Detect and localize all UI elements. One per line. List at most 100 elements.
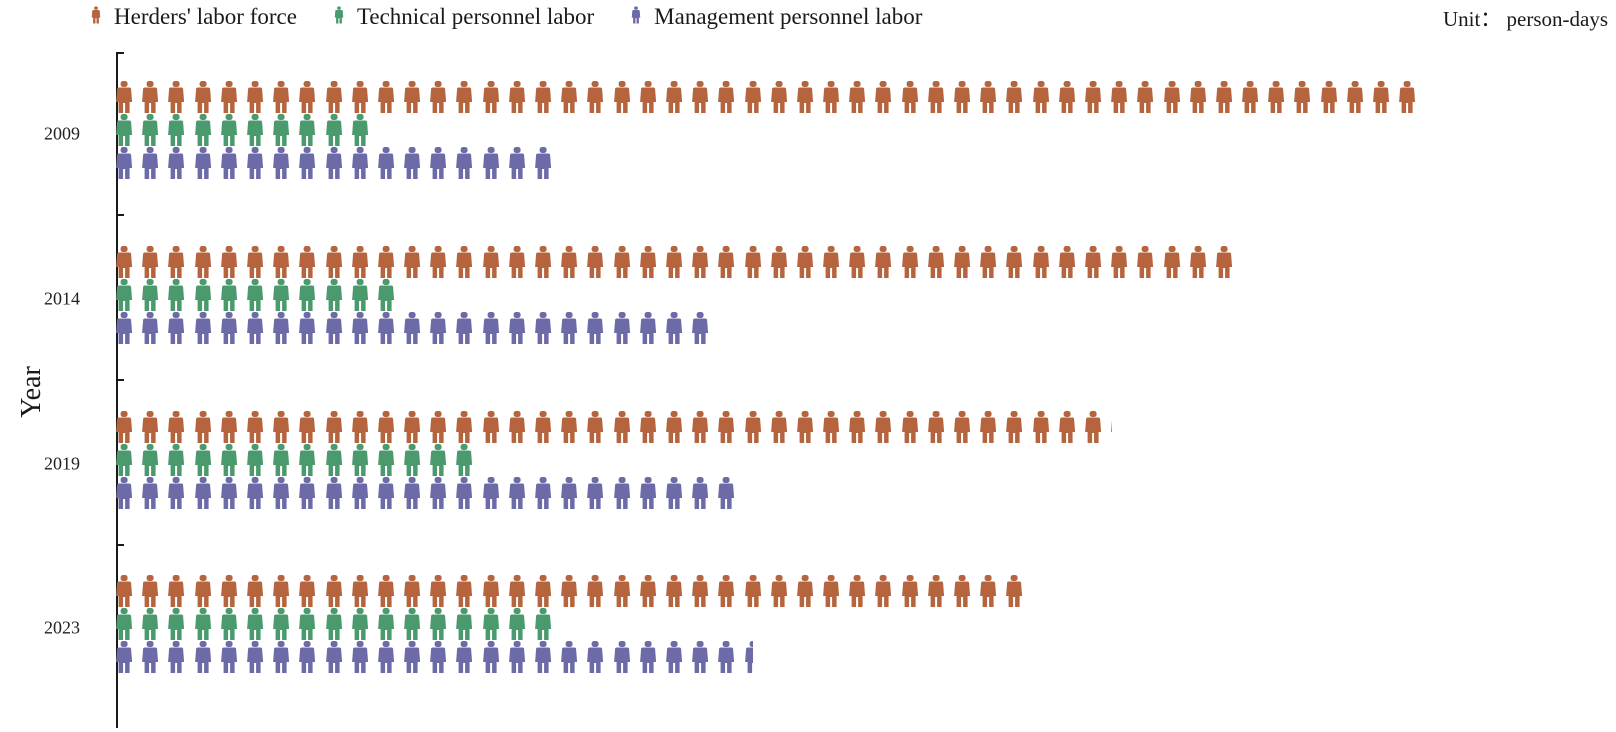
person-icon <box>901 246 918 278</box>
chart-legend: Herders' labor force Technical personnel … <box>88 2 956 32</box>
person-icon <box>1006 575 1023 607</box>
person-icon <box>561 477 578 509</box>
person-icon <box>456 444 473 476</box>
person-icon <box>1032 246 1049 278</box>
person-icon <box>718 81 735 113</box>
person-icon <box>980 81 997 113</box>
person-icon <box>430 641 447 673</box>
legend-item[interactable]: Management personnel labor <box>628 4 922 30</box>
person-icon <box>692 246 709 278</box>
person-icon <box>1111 424 1112 432</box>
person-icon <box>91 6 101 24</box>
person-icon <box>404 444 421 476</box>
person-icon <box>247 246 264 278</box>
pictograph-row-technical <box>111 443 484 477</box>
person-icon <box>508 147 525 179</box>
person-icon <box>1006 81 1023 113</box>
person-icon <box>377 477 394 509</box>
person-icon <box>273 312 290 344</box>
person-icon <box>351 444 368 476</box>
person-icon <box>220 477 237 509</box>
person-icon <box>325 477 342 509</box>
person-icon <box>404 641 421 673</box>
person-icon <box>456 608 473 640</box>
person-icon <box>508 312 525 344</box>
person-icon <box>535 246 552 278</box>
person-icon <box>456 575 473 607</box>
person-icon <box>404 477 421 509</box>
person-icon <box>404 411 421 443</box>
person-icon <box>482 411 499 443</box>
person-icon <box>273 147 290 179</box>
person-icon <box>1058 81 1075 113</box>
legend-item[interactable]: Technical personnel labor <box>331 4 594 30</box>
person-icon <box>770 246 787 278</box>
person-icon <box>692 81 709 113</box>
person-icon <box>220 444 237 476</box>
y-tick-label: 2014 <box>44 288 80 309</box>
person-icon <box>194 81 211 113</box>
person-icon <box>351 641 368 673</box>
person-icon <box>351 411 368 443</box>
person-icon <box>168 246 185 278</box>
person-icon <box>1028 574 1031 608</box>
person-icon <box>1189 81 1206 113</box>
person-icon <box>430 608 447 640</box>
person-icon <box>142 147 159 179</box>
person-icon <box>1085 246 1102 278</box>
y-axis-title: Year <box>15 366 47 418</box>
person-icon <box>535 312 552 344</box>
person-icon <box>954 575 971 607</box>
person-icon <box>770 411 787 443</box>
person-icon <box>325 411 342 443</box>
person-icon <box>116 641 133 673</box>
person-icon <box>718 641 735 673</box>
person-icon <box>692 411 709 443</box>
person-icon <box>639 641 656 673</box>
person-icon <box>508 81 525 113</box>
person-icon <box>299 312 316 344</box>
person-icon <box>628 4 654 30</box>
person-icon <box>1215 246 1232 278</box>
person-icon <box>404 575 421 607</box>
person-icon <box>796 411 813 443</box>
person-icon <box>194 312 211 344</box>
person-icon <box>247 444 264 476</box>
person-icon <box>194 641 211 673</box>
person-icon <box>116 411 133 443</box>
person-icon <box>299 444 316 476</box>
person-icon <box>351 114 368 146</box>
person-icon <box>535 641 552 673</box>
pictograph-row-management <box>111 146 556 180</box>
person-icon <box>273 114 290 146</box>
legend-item[interactable]: Herders' labor force <box>88 4 297 30</box>
person-icon <box>351 147 368 179</box>
person-icon <box>168 147 185 179</box>
person-icon <box>194 575 211 607</box>
person-icon <box>273 641 290 673</box>
person-icon <box>561 575 578 607</box>
person-icon <box>194 477 211 509</box>
pictograph-row-management <box>111 640 753 674</box>
person-icon <box>980 575 997 607</box>
person-icon <box>1111 246 1128 278</box>
person-icon <box>535 411 552 443</box>
person-icon <box>1189 246 1206 278</box>
y-axis-cap <box>116 52 124 54</box>
person-icon <box>377 147 394 179</box>
y-separator-tick <box>116 544 124 546</box>
person-icon <box>220 81 237 113</box>
person-icon <box>456 411 473 443</box>
person-icon <box>508 641 525 673</box>
person-icon <box>482 477 499 509</box>
person-icon <box>587 411 604 443</box>
person-icon <box>482 608 499 640</box>
person-icon <box>823 575 840 607</box>
person-icon <box>247 114 264 146</box>
person-icon <box>325 246 342 278</box>
person-icon <box>194 411 211 443</box>
person-icon <box>377 608 394 640</box>
person-icon <box>980 246 997 278</box>
person-icon <box>875 411 892 443</box>
person-icon <box>1085 81 1102 113</box>
